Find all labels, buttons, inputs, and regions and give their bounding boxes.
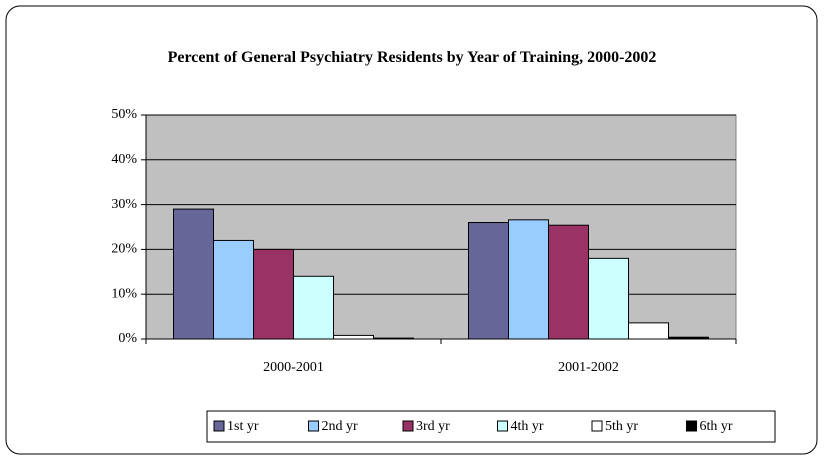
legend-swatch <box>213 420 225 432</box>
y-tick-label: 50% <box>111 107 137 122</box>
bar <box>293 275 334 340</box>
legend-label: 4th yr <box>511 419 544 434</box>
legend-label: 6th yr <box>700 419 733 434</box>
legend-label: 2nd yr <box>322 419 359 434</box>
bar <box>213 239 254 340</box>
bar <box>173 208 214 340</box>
bar <box>548 224 589 340</box>
y-tick-label: 20% <box>111 242 137 257</box>
bar <box>333 334 374 340</box>
y-tick-label: 10% <box>111 286 137 301</box>
legend-label: 3rd yr <box>416 419 450 434</box>
legend-box <box>206 410 776 443</box>
bar <box>468 222 509 340</box>
bar <box>628 322 669 340</box>
x-tick-label: 2001-2002 <box>558 360 619 375</box>
chart-title: Percent of General Psychiatry Residents … <box>167 49 657 66</box>
y-tick-label: 0% <box>118 331 137 346</box>
y-tick-label: 30% <box>111 197 137 212</box>
legend-swatch <box>402 420 414 432</box>
y-tick-label: 40% <box>111 152 137 167</box>
legend-swatch <box>686 420 697 432</box>
x-tick-label: 2000-2001 <box>263 360 324 375</box>
legend-swatch <box>497 420 508 432</box>
bar <box>508 219 549 340</box>
legend-swatch <box>591 420 603 432</box>
bar <box>253 248 294 340</box>
bar <box>588 257 629 340</box>
legend-swatch <box>308 420 319 432</box>
legend-label: 1st yr <box>227 419 259 434</box>
legend-label: 5th yr <box>605 419 638 434</box>
